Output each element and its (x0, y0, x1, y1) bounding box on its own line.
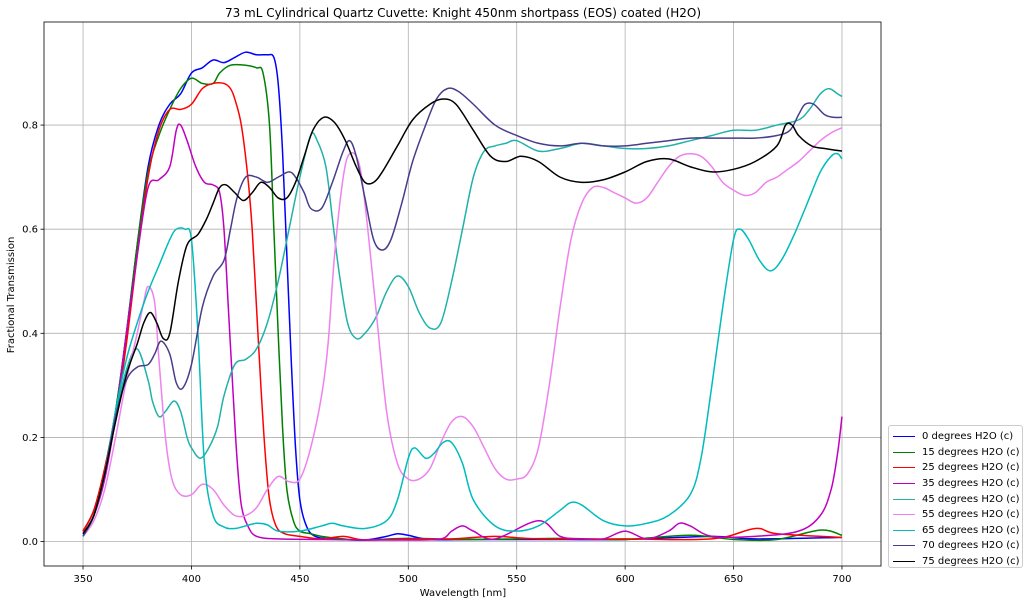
legend-label: 55 degrees H2O (c) (922, 509, 1020, 521)
legend-label: 65 degrees H2O (c) (922, 524, 1020, 536)
legend-swatch (893, 545, 915, 547)
legend-entry: 75 degrees H2O (c) (893, 554, 1022, 570)
x-tick-label: 550 (507, 574, 526, 585)
legend-entry: 65 degrees H2O (c) (893, 523, 1022, 539)
series-line-5 (82, 126, 843, 537)
series-line-2 (82, 82, 843, 541)
series-line-7 (82, 87, 842, 537)
series-lines (82, 51, 843, 542)
legend-entry: 35 degrees H2O (c) (893, 476, 1022, 492)
legend: 0 degrees H2O (c) 15 degrees H2O (c) 25 de… (888, 425, 1023, 568)
y-tick-label: 0.4 (22, 329, 38, 340)
y-axis-label: Fractional Transmission (6, 237, 17, 354)
y-tick-label: 0.8 (22, 121, 38, 132)
legend-swatch (893, 529, 915, 531)
legend-swatch (893, 467, 915, 469)
legend-label: 70 degrees H2O (c) (922, 540, 1020, 552)
plot-frame (43, 21, 882, 567)
legend-label: 35 degrees H2O (c) (922, 478, 1020, 490)
legend-swatch (893, 561, 915, 563)
legend-swatch (893, 514, 915, 516)
legend-label: 25 degrees H2O (c) (922, 462, 1020, 474)
legend-swatch (893, 436, 915, 438)
axis-ticks: 350 400 450 500 550 600 650 700 0.0 0.2 0.4 0.6 0.8 (22, 121, 851, 585)
y-tick-label: 0.0 (22, 537, 38, 548)
x-tick-label: 650 (724, 574, 743, 585)
y-tick-label: 0.6 (22, 225, 38, 236)
legend-swatch (893, 451, 915, 453)
chart-title: 73 mL Cylindrical Quartz Cuvette: Knight… (225, 6, 701, 20)
x-axis-label: Wavelength [nm] (420, 588, 506, 599)
legend-label: 75 degrees H2O (c) (922, 556, 1020, 568)
x-tick-label: 500 (399, 574, 418, 585)
legend-label: 15 degrees H2O (c) (922, 446, 1020, 458)
x-tick-label: 350 (73, 574, 92, 585)
x-tick-label: 700 (832, 574, 851, 585)
series-line-8 (82, 98, 843, 535)
series-line-6 (82, 152, 843, 537)
legend-swatch (893, 498, 915, 500)
legend-label: 45 degrees H2O (c) (922, 493, 1020, 505)
legend-swatch (893, 483, 915, 485)
legend-entry: 70 degrees H2O (c) (893, 538, 1022, 554)
x-tick-label: 600 (616, 574, 635, 585)
legend-label: 0 degrees H2O (c) (922, 431, 1014, 443)
series-line-4 (82, 87, 843, 537)
legend-entry: 15 degrees H2O (c) (893, 445, 1022, 461)
x-tick-label: 400 (182, 574, 201, 585)
x-tick-label: 450 (290, 574, 309, 585)
legend-entry: 0 degrees H2O (c) (893, 429, 1022, 445)
legend-entry: 55 degrees H2O (c) (893, 507, 1022, 523)
series-line-3 (82, 123, 843, 541)
legend-entry: 25 degrees H2O (c) (893, 460, 1022, 476)
legend-entry: 45 degrees H2O (c) (893, 491, 1022, 507)
y-tick-label: 0.2 (22, 433, 38, 444)
